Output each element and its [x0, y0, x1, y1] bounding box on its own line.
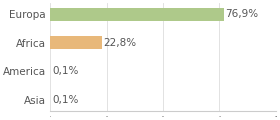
Bar: [50, 36, 102, 49]
Bar: [50, 8, 224, 21]
Text: 76,9%: 76,9%: [226, 9, 259, 19]
Text: 22,8%: 22,8%: [103, 38, 136, 48]
Text: 0,1%: 0,1%: [52, 66, 78, 76]
Text: 0,1%: 0,1%: [52, 95, 78, 105]
